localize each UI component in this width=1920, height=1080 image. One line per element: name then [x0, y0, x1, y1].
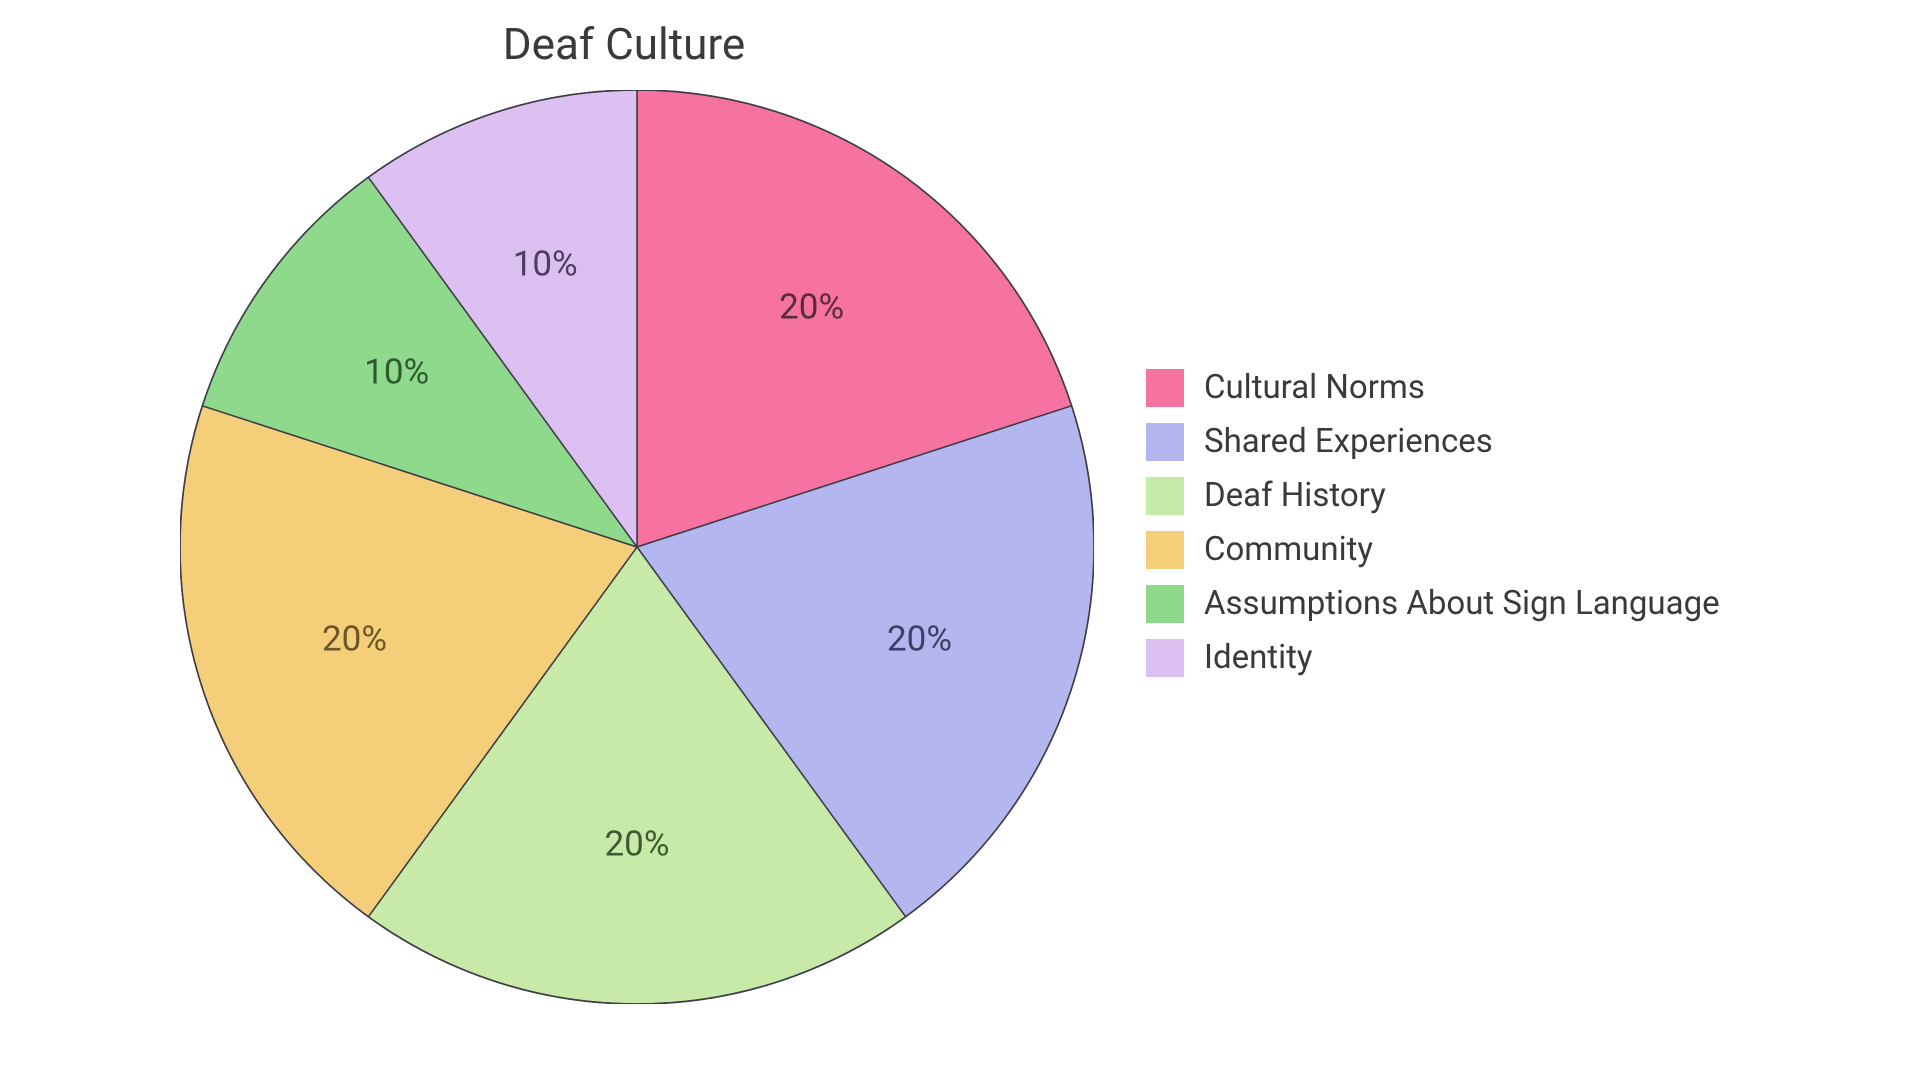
legend-item: Community [1146, 530, 1720, 569]
legend-label: Identity [1204, 638, 1313, 677]
legend-swatch [1146, 531, 1184, 569]
legend-label: Assumptions About Sign Language [1204, 584, 1720, 623]
legend-swatch [1146, 477, 1184, 515]
legend-swatch [1146, 369, 1184, 407]
legend-swatch [1146, 423, 1184, 461]
legend-label: Community [1204, 530, 1373, 569]
pie-chart: 20% 20% 20% 20% 10% 10% [180, 90, 1094, 1004]
slice-label: 20% [779, 286, 844, 327]
legend-item: Deaf History [1146, 476, 1720, 515]
legend-label: Deaf History [1204, 476, 1386, 515]
slice-label: 10% [513, 244, 578, 285]
legend-item: Assumptions About Sign Language [1146, 584, 1720, 623]
legend-item: Shared Experiences [1146, 422, 1720, 461]
slice-label: 20% [887, 618, 952, 659]
legend-swatch [1146, 585, 1184, 623]
chart-title: Deaf Culture [503, 18, 745, 70]
pie-chart-container: Deaf Culture 20% 20% 20% 20% 10% 10% Cultural… [0, 0, 1920, 1080]
slice-label: 10% [364, 352, 429, 393]
slice-label: 20% [322, 618, 387, 659]
legend-label: Cultural Norms [1204, 368, 1425, 407]
legend-swatch [1146, 639, 1184, 677]
legend-label: Shared Experiences [1204, 422, 1493, 461]
legend-item: Cultural Norms [1146, 368, 1720, 407]
legend-item: Identity [1146, 638, 1720, 677]
slice-label: 20% [605, 824, 670, 865]
legend: Cultural Norms Shared Experiences Deaf His… [1146, 368, 1720, 677]
